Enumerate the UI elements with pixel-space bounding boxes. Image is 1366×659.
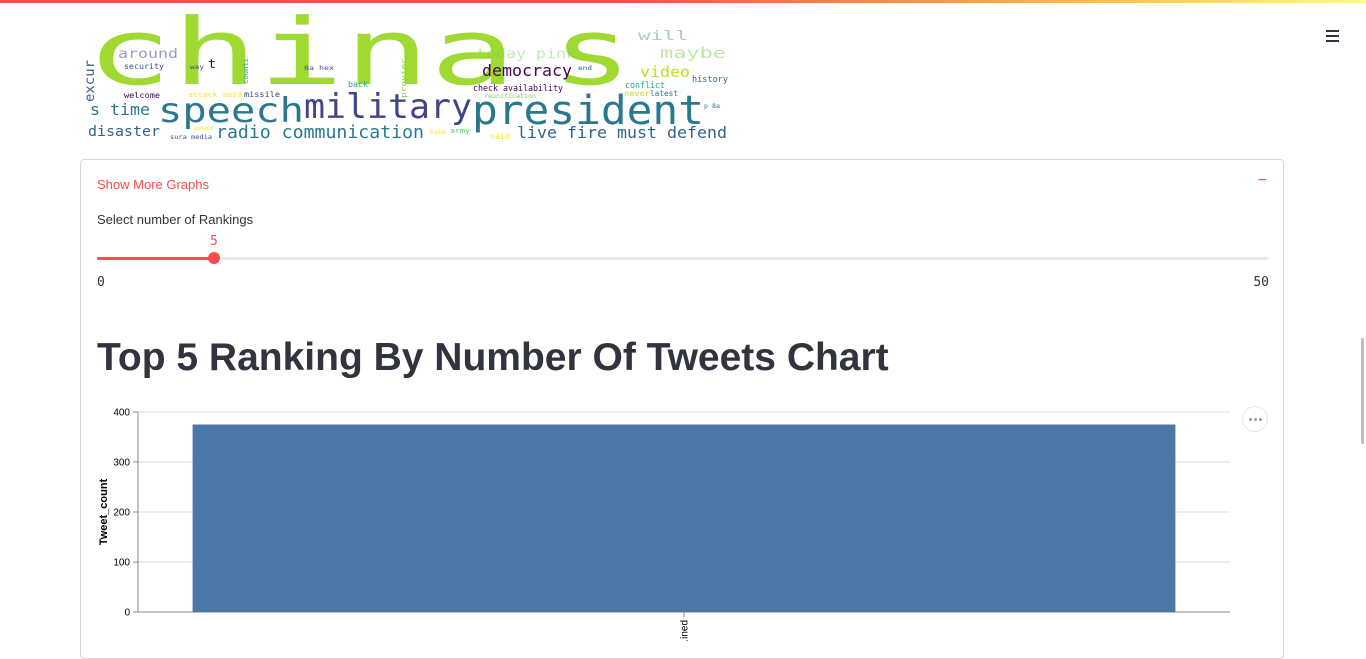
wordcloud-word: history [692,75,729,85]
bar [192,424,1176,612]
top-decoration-bar [0,0,1366,3]
wordcloud-word: army [450,127,470,135]
wordcloud-word: conflict [625,81,665,91]
wordcloud-word: video [640,63,690,81]
wordcloud-word: hake [430,129,446,136]
wordcloud-word: check availability [473,84,564,94]
wordcloud-word: latest [650,89,678,98]
wordcloud-word: welcome [124,91,160,100]
bar-chart-svg: 0 100 200 300 400 Tweet_count …ined [98,408,1230,649]
wordcloud-word: way [190,64,204,71]
chart-title: Top 5 Ranking By Number Of Tweets Chart [97,336,889,379]
wordcloud-word: s [552,10,632,106]
wordcloud-word: power [194,125,214,132]
slider-thumb[interactable] [208,252,220,264]
y-tick-label: 0 [124,608,130,619]
wordcloud-word: provinc [400,58,408,98]
wordcloud-word: attack amid [188,91,242,99]
dot [1249,418,1252,421]
hamburger-menu-icon-line [1326,40,1339,42]
dot [1259,418,1262,421]
wordcloud-word: maybe [660,44,726,62]
hamburger-menu-icon-line [1326,30,1339,32]
x-tick-label: …ined [680,620,691,642]
slider-fill [97,257,214,260]
wordcloud-word: never [624,89,650,98]
wordcloud-word: china [86,10,516,106]
wordcloud-word: security [124,62,164,71]
wordcloud-word: speech [158,91,304,131]
wordcloud-word: end [578,65,592,72]
expander-header[interactable]: Show More Graphs [97,177,209,192]
dot [1254,418,1257,421]
wordcloud-word: s time [90,100,150,119]
wordcloud-word: democracy [482,61,572,80]
y-axis-title: Tweet_count [98,478,110,545]
wordcloud-word: military [304,87,472,127]
wordcloud-word: around [118,47,178,62]
main-menu-button[interactable] [1322,27,1344,47]
wordcloud-word: live fire must defend [517,123,727,142]
wordcloud-word: t [208,57,216,71]
collapse-icon[interactable]: − [1257,172,1267,189]
rankings-slider[interactable] [97,252,1269,264]
wordcloud-word: p 8a [704,103,720,110]
page-scrollbar[interactable] [1361,338,1364,444]
wordcloud-word: back [348,80,368,89]
slider-label: Select number of Rankings [97,212,254,227]
wordcloud-word: president [472,88,704,134]
more-options-icon[interactable] [1242,406,1268,432]
wordcloud-word: today pink [476,47,576,62]
wordcloud-word: reunification [484,93,536,100]
wordcloud-word: counti [242,58,250,84]
wordcloud-word: sura media [170,134,212,141]
word-cloud-image: china s president military speech radio … [82,10,732,142]
y-tick-label: 100 [113,558,130,569]
tweet-count-bar-chart: 0 100 200 300 400 Tweet_count …ined [90,400,1240,649]
y-tick-label: 300 [113,458,130,469]
wordcloud-word: disaster [88,124,160,140]
wordcloud-word: 8a hex [304,65,335,72]
slider-current-value: 5 [210,234,218,249]
hamburger-menu-icon-line [1326,35,1339,37]
wordcloud-word: said [490,132,510,141]
wordcloud-word: radio communication [216,122,424,142]
y-tick-label: 200 [113,508,130,519]
slider-max-label: 50 [1253,275,1269,290]
y-tick-label: 400 [113,408,130,419]
slider-min-label: 0 [97,275,105,290]
wordcloud-word: missile [244,90,280,99]
wordcloud-word: will [638,29,688,44]
wordcloud-word: excur [83,60,98,102]
